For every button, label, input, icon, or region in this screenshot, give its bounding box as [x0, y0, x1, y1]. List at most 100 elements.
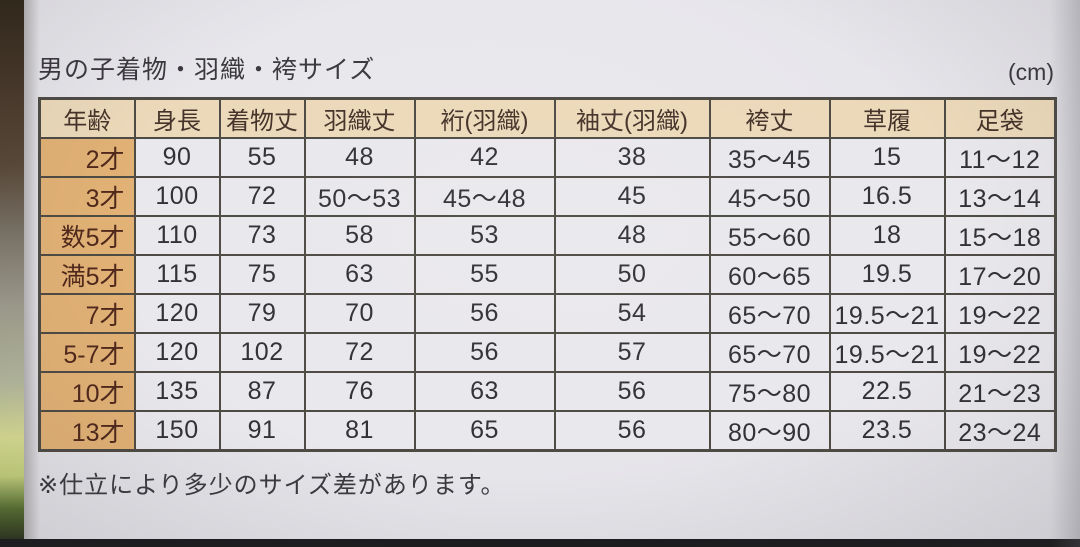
- value-cell: 81: [303, 410, 416, 452]
- size-table: 年齢 身長 着物丈 羽織丈 裄(羽織) 袖丈(羽織) 袴丈 草履 足袋 2才 90 55 48 42 38…: [38, 97, 1057, 452]
- value-cell: 21〜23: [943, 371, 1057, 412]
- header-cell: 袖丈(羽織): [553, 97, 711, 139]
- value-cell: 55〜60: [708, 215, 831, 256]
- value-cell: 42: [413, 137, 556, 178]
- value-cell: 45〜50: [708, 176, 831, 217]
- age-cell: 数5才: [38, 215, 136, 256]
- value-cell: 17〜20: [943, 254, 1057, 295]
- value-cell: 65〜70: [708, 293, 831, 334]
- header-cell: 着物丈: [218, 97, 306, 139]
- value-cell: 63: [303, 254, 416, 295]
- age-cell: 13才: [38, 410, 136, 452]
- unit-label: (cm): [1008, 59, 1054, 85]
- age-cell: 10才: [38, 371, 136, 412]
- value-cell: 115: [133, 254, 221, 295]
- value-cell: 19.5: [828, 254, 946, 295]
- value-cell: 54: [553, 293, 711, 334]
- table-row: 7才 120 79 70 56 54 65〜70 19.5〜21 19〜22: [38, 293, 1057, 334]
- value-cell: 15: [828, 137, 946, 178]
- header-cell: 袴丈: [708, 97, 831, 139]
- value-cell: 80〜90: [708, 410, 831, 452]
- value-cell: 120: [133, 332, 221, 373]
- value-cell: 75〜80: [708, 371, 831, 412]
- value-cell: 18: [828, 215, 946, 256]
- value-cell: 87: [218, 371, 306, 412]
- photo-right-edge-shade: [1050, 0, 1080, 547]
- header-cell: 裄(羽織): [413, 97, 556, 139]
- value-cell: 45: [553, 176, 711, 217]
- value-cell: 55: [413, 254, 556, 295]
- size-table-body: 2才 90 55 48 42 38 35〜45 15 11〜12 3才 100 72 50〜53 45〜4…: [38, 137, 1057, 452]
- value-cell: 23.5: [828, 410, 946, 452]
- value-cell: 38: [553, 137, 711, 178]
- table-row: 満5才 115 75 63 55 50 60〜65 19.5 17〜20: [38, 254, 1057, 295]
- value-cell: 100: [133, 176, 221, 217]
- value-cell: 57: [553, 332, 711, 373]
- value-cell: 11〜12: [943, 137, 1057, 178]
- value-cell: 75: [218, 254, 306, 295]
- value-cell: 35〜45: [708, 137, 831, 178]
- value-cell: 72: [218, 176, 306, 217]
- size-chart-content: 男の子着物・羽織・袴サイズ (cm) 年齢 身長 着物丈 羽織丈 裄(羽織) 袖丈(羽織)…: [38, 50, 1057, 500]
- value-cell: 56: [413, 293, 556, 334]
- paper-edge-shadow: [24, 0, 40, 547]
- age-cell: 3才: [38, 176, 136, 217]
- value-cell: 15〜18: [943, 215, 1057, 256]
- age-cell: 7才: [38, 293, 136, 334]
- value-cell: 45〜48: [413, 176, 556, 217]
- value-cell: 58: [303, 215, 416, 256]
- value-cell: 22.5: [828, 371, 946, 412]
- title-row: 男の子着物・羽織・袴サイズ (cm): [38, 50, 1054, 86]
- value-cell: 70: [303, 293, 416, 334]
- value-cell: 135: [133, 371, 221, 412]
- value-cell: 48: [303, 137, 416, 178]
- value-cell: 19〜22: [943, 293, 1057, 334]
- value-cell: 73: [218, 215, 306, 256]
- value-cell: 19.5〜21: [828, 293, 946, 334]
- header-cell: 年齢: [38, 97, 136, 139]
- value-cell: 16.5: [828, 176, 946, 217]
- value-cell: 56: [553, 410, 711, 452]
- table-row: 数5才 110 73 58 53 48 55〜60 18 15〜18: [38, 215, 1057, 256]
- table-row: 13才 150 91 81 65 56 80〜90 23.5 23〜24: [38, 410, 1057, 452]
- value-cell: 76: [303, 371, 416, 412]
- age-cell: 2才: [38, 137, 136, 178]
- value-cell: 13〜14: [943, 176, 1057, 217]
- value-cell: 19〜22: [943, 332, 1057, 373]
- value-cell: 65〜70: [708, 332, 831, 373]
- value-cell: 120: [133, 293, 221, 334]
- header-cell: 羽織丈: [303, 97, 416, 139]
- age-cell: 満5才: [38, 254, 136, 295]
- value-cell: 110: [133, 215, 221, 256]
- value-cell: 50: [553, 254, 711, 295]
- value-cell: 63: [413, 371, 556, 412]
- age-cell: 5-7才: [38, 332, 136, 373]
- value-cell: 72: [303, 332, 416, 373]
- value-cell: 23〜24: [943, 410, 1057, 452]
- value-cell: 50〜53: [303, 176, 416, 217]
- value-cell: 55: [218, 137, 306, 178]
- value-cell: 91: [218, 410, 306, 452]
- value-cell: 56: [413, 332, 556, 373]
- page-left-edge-background: [0, 0, 24, 547]
- value-cell: 60〜65: [708, 254, 831, 295]
- value-cell: 56: [553, 371, 711, 412]
- value-cell: 19.5〜21: [828, 332, 946, 373]
- value-cell: 48: [553, 215, 711, 256]
- footnote: ※仕立により多少のサイズ差があります。: [38, 472, 506, 499]
- header-cell: 草履: [828, 97, 946, 139]
- header-cell: 身長: [133, 97, 221, 139]
- value-cell: 150: [133, 410, 221, 452]
- photo-bottom-dark-band: [0, 539, 1080, 547]
- value-cell: 65: [413, 410, 556, 452]
- value-cell: 53: [413, 215, 556, 256]
- value-cell: 102: [218, 332, 306, 373]
- table-row: 3才 100 72 50〜53 45〜48 45 45〜50 16.5 13〜14: [38, 176, 1057, 217]
- value-cell: 79: [218, 293, 306, 334]
- table-row: 5-7才 120 102 72 56 57 65〜70 19.5〜21 19〜22: [38, 332, 1057, 373]
- page-title: 男の子着物・羽織・袴サイズ: [38, 56, 376, 84]
- header-row: 年齢 身長 着物丈 羽織丈 裄(羽織) 袖丈(羽織) 袴丈 草履 足袋: [38, 97, 1057, 139]
- header-cell: 足袋: [943, 97, 1057, 139]
- table-row: 10才 135 87 76 63 56 75〜80 22.5 21〜23: [38, 371, 1057, 412]
